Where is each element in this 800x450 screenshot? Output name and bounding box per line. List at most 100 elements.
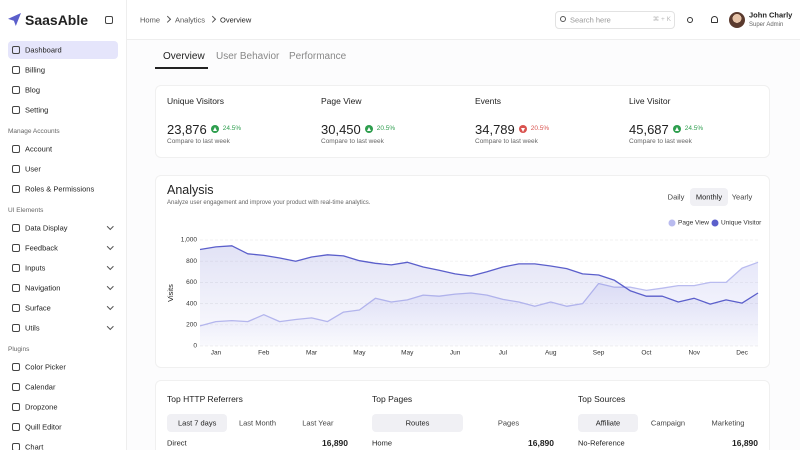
icon [12,224,20,232]
nav-item[interactable]: Account [25,144,53,154]
header [127,0,800,40]
nav-section-title: Manage Accounts [8,127,60,135]
trend-arrow [520,127,525,132]
stat-value: 23,876 [167,121,207,137]
icon [12,443,20,450]
filter-tab[interactable]: Last Year [302,418,334,428]
nav-active-bg [8,41,118,59]
stat-row: 45,687 24.5% [629,121,703,137]
tab[interactable]: Performance [289,51,347,62]
nav-item[interactable]: Feedback [25,243,58,253]
stat-value: 45,687 [629,121,669,137]
avatar[interactable] [729,12,745,28]
stat-row: 34,789 20.5% [475,121,549,137]
icon [12,284,20,292]
trend-arrow [366,126,371,131]
stat-note: Compare to last week [321,137,384,145]
stat-label: Live Visitor [629,95,671,106]
nav-item[interactable]: Setting [25,105,49,115]
nav-item[interactable]: Data Display [25,223,68,233]
filter-tab[interactable]: Campaign [650,418,686,428]
breadcrumb-item: Overview [220,15,252,25]
row-value: 16,890 [528,437,554,448]
nav-item[interactable]: Inputs [25,263,46,273]
search-placeholder: Search here [570,15,611,25]
list-title: Top Sources [578,393,626,404]
filter-tab[interactable]: Affiliate [595,418,621,428]
row-label: Home [372,438,393,448]
nav-item[interactable]: Chart [25,442,44,450]
period-toggle[interactable]: Yearly [731,192,753,202]
nav-item[interactable]: Dropzone [25,402,58,412]
stat-value: 30,450 [321,121,361,137]
stat-value: 34,789 [475,121,515,137]
nav-item[interactable]: Blog [25,85,41,95]
nav-item[interactable]: Dashboard [25,45,62,55]
nav-item[interactable]: Calendar [25,382,56,392]
nav-item[interactable]: Quill Editor [25,422,62,432]
period-toggle[interactable]: Monthly [695,192,723,202]
search-box[interactable] [555,11,675,29]
notification-icon[interactable] [711,16,718,23]
trend-icon [518,125,527,133]
filter-tab[interactable]: Last 7 days [177,418,217,428]
icon [12,185,20,193]
icon [12,106,20,114]
icon [12,165,20,173]
stat-label: Unique Visitors [167,95,225,106]
icon [12,46,20,54]
stat-row: 23,876 24.5% [167,121,241,137]
trend-icon [364,125,373,133]
filter-tab[interactable]: Marketing [711,418,745,428]
trend-arrow [212,126,217,131]
row-label: Direct [167,438,187,448]
collapse-button[interactable] [105,16,113,24]
icon [12,324,20,332]
breadcrumb-item[interactable]: Analytics [175,15,206,25]
user-name: John Charly [749,10,793,20]
stat-change: 20.5% [376,124,396,132]
nav-item[interactable]: User [25,164,41,174]
stat-note: Compare to last week [475,137,538,145]
stat-row: 30,450 20.5% [321,121,395,137]
filter-active-bg [167,414,228,432]
row-value: 16,890 [322,437,348,448]
stat-note: Compare to last week [629,137,692,145]
filter-tab[interactable]: Pages [497,418,520,428]
icon [12,66,20,74]
nav-item[interactable]: Color Picker [25,362,66,372]
trend-arrow [674,126,679,131]
nav-item[interactable]: Billing [25,65,46,75]
row-label: No-Reference [578,438,625,448]
icon [12,403,20,411]
row-value: 16,890 [732,437,758,448]
list-title: Top Pages [372,393,413,404]
filter-tab[interactable]: Last Month [238,418,277,428]
nav-item[interactable]: Navigation [25,283,61,293]
nav-section-title: UI Elements [8,206,44,214]
theme-toggle[interactable] [687,17,693,23]
filter-tab[interactable]: Routes [405,418,430,428]
stat-change: 20.5% [530,124,550,132]
nav-item[interactable]: Utils [25,323,40,333]
tab[interactable]: User Behavior [216,51,280,62]
filter-active-bg [578,414,638,432]
period-toggle[interactable]: Daily [667,192,685,202]
stat-label: Events [475,95,501,106]
brand: SaasAble [25,12,89,28]
filter-active-bg [372,414,463,432]
icon [12,244,20,252]
stat-note: Compare to last week [167,137,230,145]
stat-change: 24.5% [684,124,704,132]
stat-change: 24.5% [222,124,242,132]
icon [12,145,20,153]
chart-title: Analysis [167,182,214,197]
tab[interactable]: Overview [163,51,205,62]
nav-item[interactable]: Roles & Permissions [25,184,95,194]
icon [12,86,20,94]
sidebar [0,0,127,450]
icon [12,264,20,272]
nav-item[interactable]: Surface [25,303,51,313]
breadcrumb-item[interactable]: Home [140,15,161,25]
